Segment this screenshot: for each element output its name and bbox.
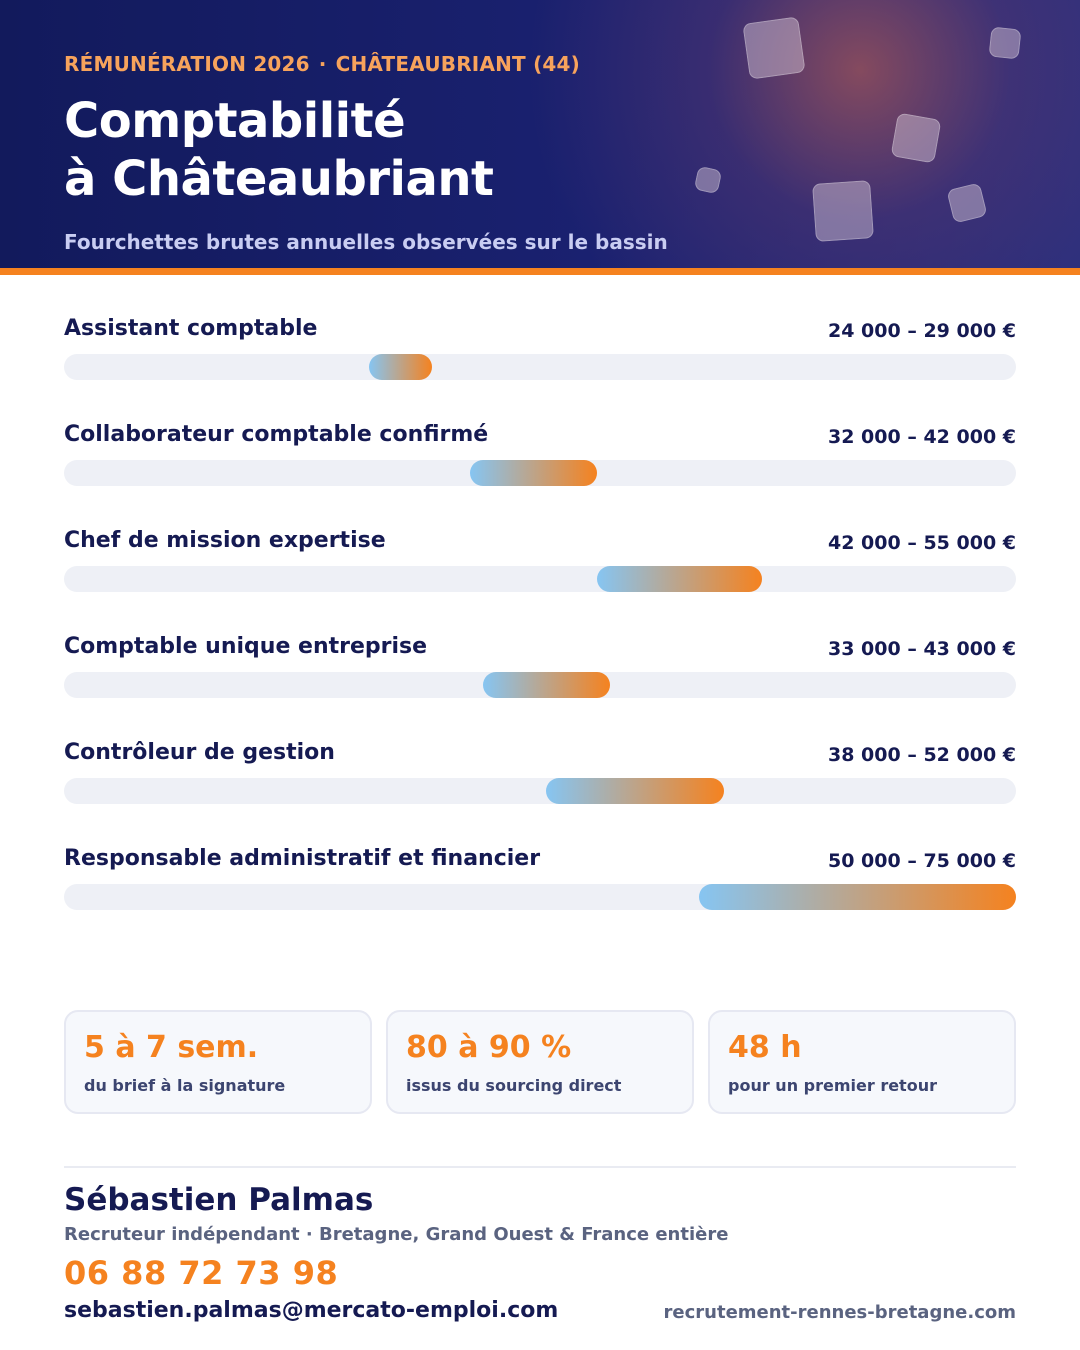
job-title: Assistant comptable [64,316,318,341]
decorative-square [742,16,806,80]
decorative-square [812,180,874,242]
salary-row: Collaborateur comptable confirmé 32 000 –… [64,416,1016,496]
range-track [64,566,1016,592]
range-bar [597,566,763,592]
title-line-2: à Châteaubriant [64,151,494,207]
job-title: Comptable unique entreprise [64,634,428,659]
range-track [64,884,1016,910]
page-title: Comptabilité à Châteaubriant [64,92,494,208]
header-accent-bar [0,268,1080,275]
range-bar [470,460,598,486]
contact-name: Sébastien Palmas [64,1182,374,1218]
contact-website-link[interactable]: recrutement-rennes-bretagne.com [663,1302,1016,1323]
range-track [64,460,1016,486]
salary-row: Comptable unique entreprise 33 000 – 43 0… [64,628,1016,708]
stat-card-sourcing: 80 à 90 % issus du sourcing direct [386,1010,694,1114]
range-track [64,778,1016,804]
stat-caption: issus du sourcing direct [406,1076,622,1095]
footer-divider [64,1166,1016,1168]
contact-phone-link[interactable]: 06 88 72 73 98 [64,1254,339,1292]
page-subtitle: Fourchettes brutes annuelles observées s… [64,230,668,254]
salary-row: Assistant comptable 24 000 – 29 000 € [64,310,1016,390]
header-banner: RÉMUNÉRATION 2026 · CHÂTEAUBRIANT (44) Com… [0,0,1080,268]
kicker-location: CHÂTEAUBRIANT (44) [335,52,580,76]
salary-row: Contrôleur de gestion 38 000 – 52 000 € [64,734,1016,814]
stat-value: 80 à 90 % [406,1030,572,1065]
salary-range-value: 42 000 – 55 000 € [828,532,1016,554]
contact-email-link[interactable]: sebastien.palmas@mercato-emploi.com [64,1298,559,1323]
salary-range-value: 24 000 – 29 000 € [828,320,1016,342]
kicker-topic: RÉMUNÉRATION 2026 [64,52,310,76]
stat-card-delay: 5 à 7 sem. du brief à la signature [64,1010,372,1114]
range-bar [546,778,725,804]
range-bar [698,884,1016,910]
decorative-square [946,182,988,224]
decorative-square [693,165,723,195]
title-line-1: Comptabilité [64,93,406,149]
stat-caption: pour un premier retour [728,1076,937,1095]
job-title: Chef de mission expertise [64,528,386,553]
salary-row: Responsable administratif et financier 50… [64,840,1016,920]
salary-range-value: 33 000 – 43 000 € [828,638,1016,660]
salary-row: Chef de mission expertise 42 000 – 55 000… [64,522,1016,602]
contact-role: Recruteur indépendant · Bretagne, Grand … [64,1224,729,1245]
range-track [64,354,1016,380]
kicker-separator: · [318,52,327,76]
range-bar [482,672,610,698]
salary-range-value: 50 000 – 75 000 € [828,850,1016,872]
stat-caption: du brief à la signature [84,1076,286,1095]
job-title: Collaborateur comptable confirmé [64,422,489,447]
range-track [64,672,1016,698]
range-bar [368,354,433,380]
job-title: Contrôleur de gestion [64,740,335,765]
job-title: Responsable administratif et financier [64,846,541,871]
stat-card-response: 48 h pour un premier retour [708,1010,1016,1114]
decorative-square [890,112,942,164]
header-kicker: RÉMUNÉRATION 2026 · CHÂTEAUBRIANT (44) [64,52,580,76]
salary-range-value: 38 000 – 52 000 € [828,744,1016,766]
stat-value: 5 à 7 sem. [84,1030,259,1065]
decorative-square [988,26,1022,60]
salary-range-value: 32 000 – 42 000 € [828,426,1016,448]
stat-value: 48 h [728,1030,802,1065]
